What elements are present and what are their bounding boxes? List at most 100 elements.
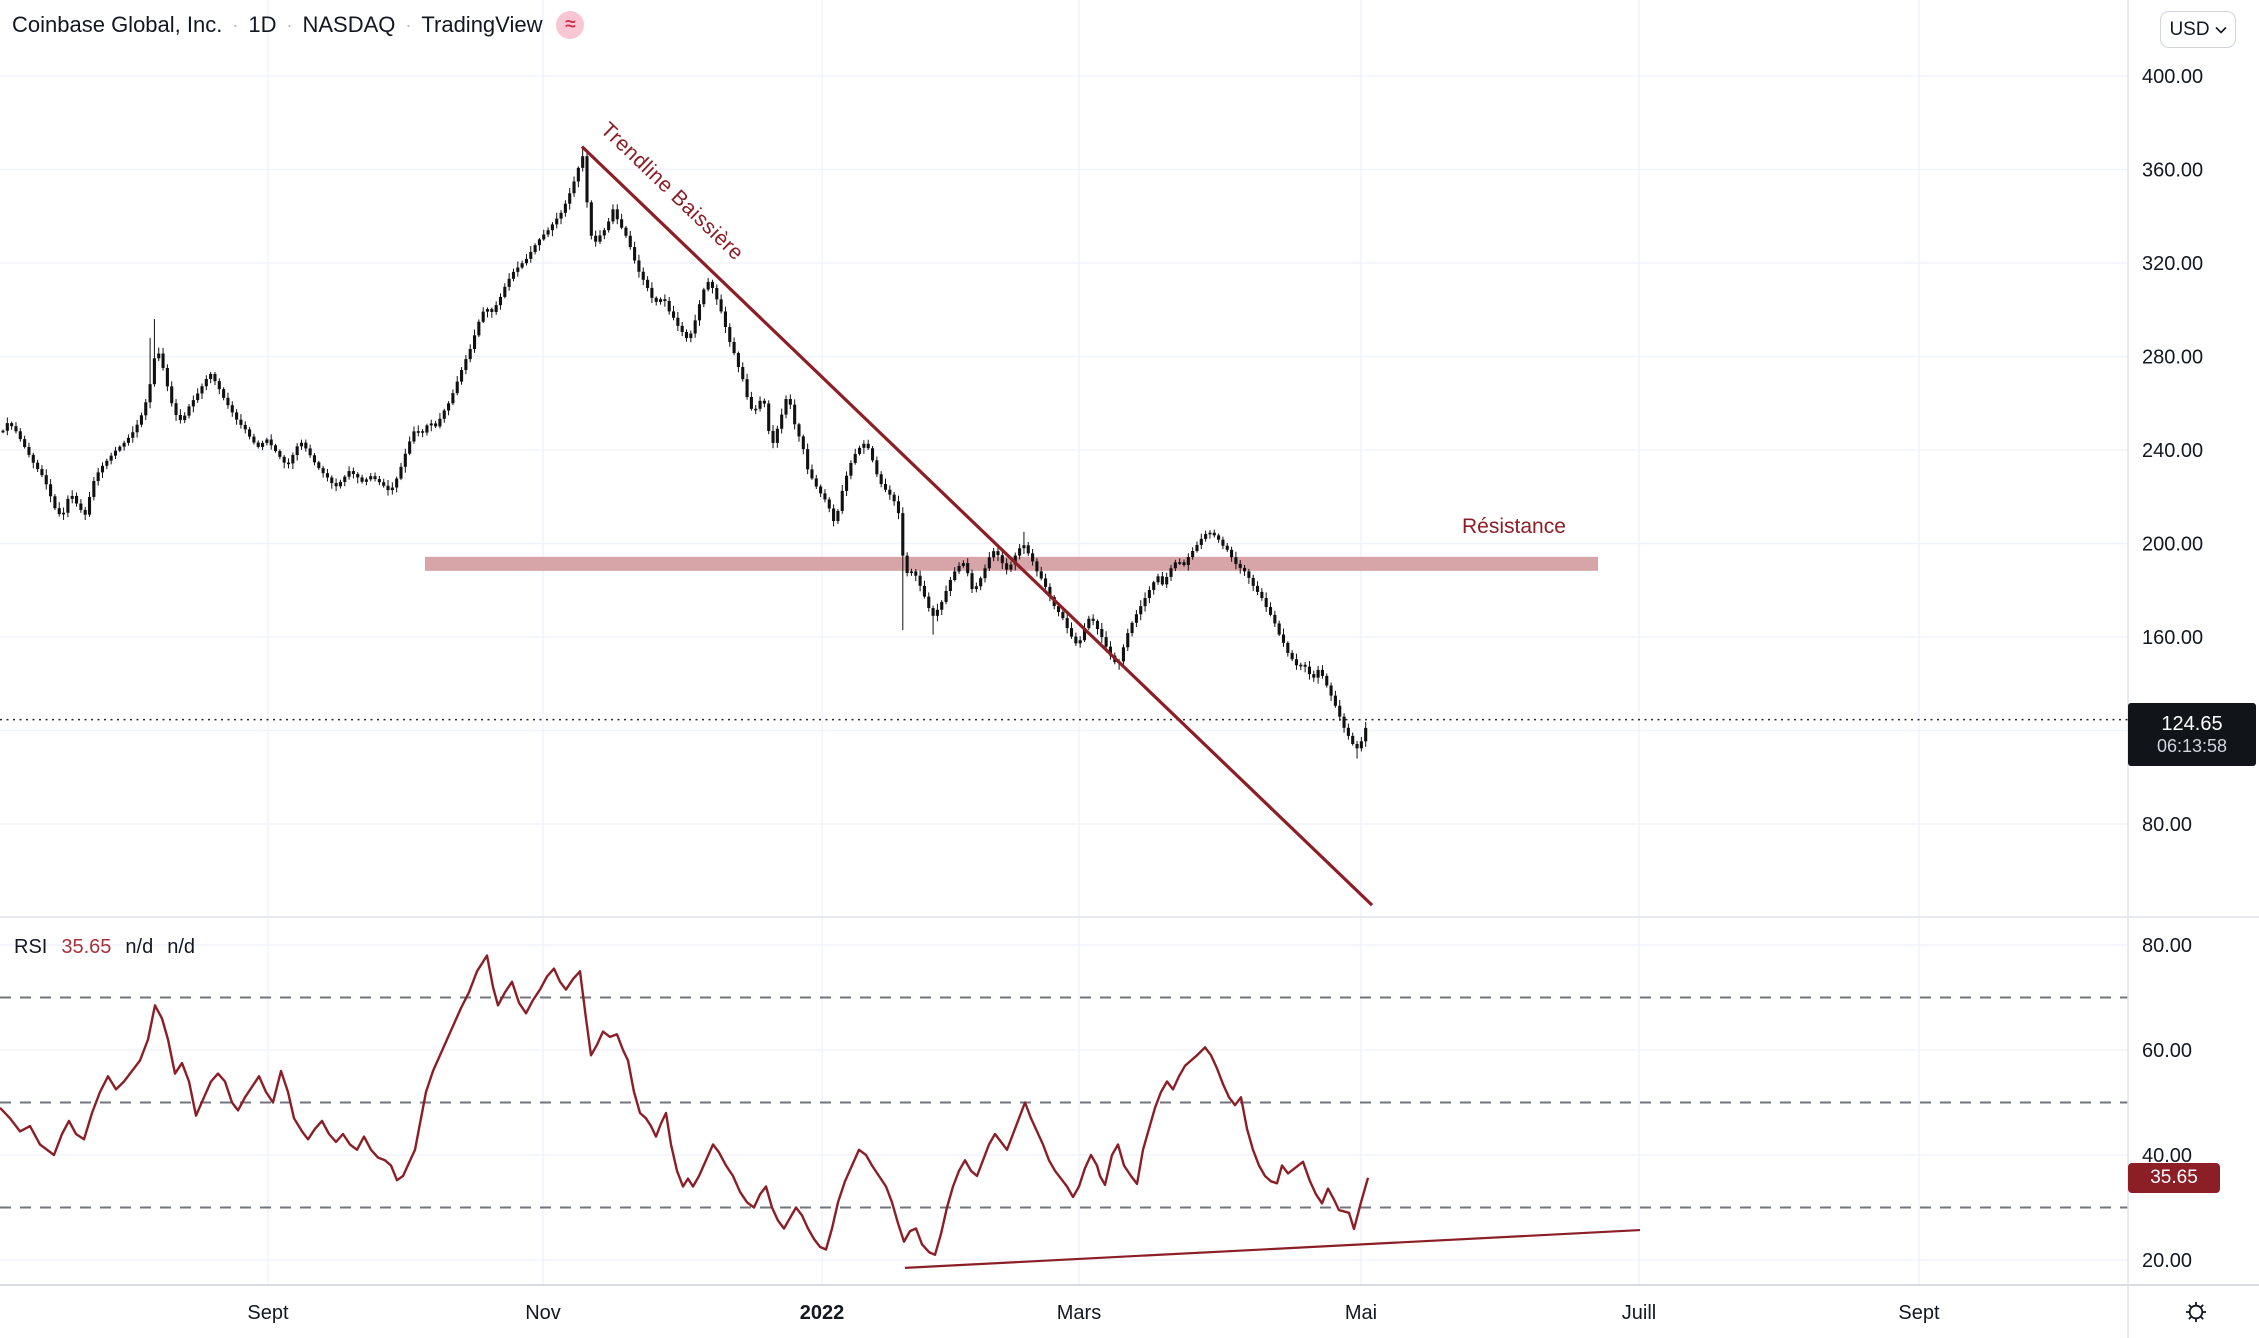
candle-body: [728, 327, 732, 342]
candle-body: [849, 462, 853, 476]
candle-body: [498, 296, 503, 306]
candle-body: [472, 335, 477, 350]
candle-body: [308, 448, 312, 456]
candle-body: [1338, 705, 1342, 717]
candle-body: [836, 510, 840, 522]
candle-body: [1173, 562, 1177, 569]
candle-body: [265, 439, 269, 443]
candle-body: [14, 426, 18, 432]
candle-body: [286, 462, 291, 465]
candle-body: [1320, 669, 1324, 676]
candle-body: [927, 596, 931, 609]
candle-body: [49, 484, 53, 497]
time-axis-settings-gear[interactable]: [2180, 1297, 2212, 1327]
candle-body: [1208, 532, 1212, 535]
candle-body: [983, 568, 987, 579]
candle-body: [1299, 664, 1303, 667]
candle-body: [92, 481, 96, 497]
resistance-label[interactable]: Résistance: [1462, 515, 1566, 538]
candle-body: [1359, 741, 1363, 749]
candle-body: [702, 289, 706, 305]
candle-body: [819, 486, 823, 494]
candle-body: [1307, 666, 1312, 675]
legend-separator: ·: [286, 14, 293, 35]
candle-body: [399, 466, 403, 479]
candle-body: [845, 475, 849, 491]
candle-body: [1061, 612, 1065, 619]
candle-body: [1303, 664, 1307, 667]
candle-body: [563, 203, 567, 213]
candle-body: [987, 557, 991, 569]
candle-body: [676, 317, 680, 326]
candle-body: [762, 400, 766, 404]
candle-body: [1342, 716, 1346, 728]
candle-body: [1039, 571, 1043, 579]
price-tick-label: 400.00: [2142, 66, 2203, 88]
candle-body: [343, 476, 347, 482]
candle-body: [83, 509, 87, 515]
candle-body: [447, 403, 451, 411]
candle-body: [347, 471, 351, 477]
candle-body: [650, 287, 654, 298]
candle-body: [620, 219, 624, 228]
candle-body: [165, 367, 169, 387]
candle-body: [183, 415, 187, 421]
candle-body: [248, 429, 252, 437]
candle-body: [961, 563, 965, 566]
candle-body: [974, 586, 978, 589]
candle-body: [170, 386, 174, 404]
candle-body: [494, 305, 498, 312]
candle-body: [914, 571, 918, 576]
candle-body: [1225, 545, 1229, 550]
interval-label[interactable]: 1D: [248, 12, 277, 37]
descending-trendline: [580, 145, 1374, 907]
candle-body: [992, 551, 996, 558]
candle-body: [1169, 568, 1173, 577]
candle-body: [550, 224, 554, 231]
candle-body: [814, 478, 818, 487]
candle-body: [719, 299, 723, 312]
candle-body: [788, 399, 792, 405]
candle-body: [209, 373, 213, 380]
candle-body: [957, 565, 961, 572]
time-axis[interactable]: [0, 1285, 2259, 1338]
candle-body: [295, 446, 299, 455]
candle-body: [44, 475, 48, 485]
rsi-tick-label: 40.00: [2142, 1145, 2192, 1167]
candle-body: [741, 367, 745, 380]
candle-body: [1191, 551, 1195, 558]
candle-body: [1312, 674, 1316, 678]
candle-body: [213, 373, 217, 382]
candle-body: [1355, 743, 1359, 749]
candle-body: [304, 442, 308, 449]
currency-button[interactable]: USD: [2160, 11, 2236, 48]
last-price-value: 124.65: [2161, 712, 2223, 735]
candle-body: [87, 496, 92, 515]
candle-body: [1005, 563, 1009, 570]
exchange-label: NASDAQ: [302, 12, 396, 37]
candle-body: [693, 320, 697, 334]
candle-body: [53, 496, 57, 509]
candle-body: [594, 235, 598, 242]
candle-body: [1095, 620, 1100, 630]
candle-body: [351, 471, 355, 474]
candle-body: [901, 513, 905, 556]
candle-body: [944, 590, 948, 602]
last-price-badge: 124.65 06:13:58: [2128, 703, 2256, 766]
candle-body: [239, 419, 243, 425]
candle-body: [464, 359, 468, 371]
candle-body: [1, 430, 5, 433]
symbol-name[interactable]: Coinbase Global, Inc.: [12, 12, 223, 37]
candle-body: [684, 331, 689, 339]
price-tick-label: 240.00: [2142, 440, 2203, 462]
candle-body: [507, 278, 511, 287]
candle-body: [810, 469, 814, 479]
candle-body: [905, 555, 909, 573]
candle-body: [853, 453, 857, 463]
rsi-label[interactable]: RSI: [14, 936, 48, 958]
price-axis[interactable]: [2128, 0, 2259, 1285]
candle-body: [161, 353, 165, 368]
candle-body: [832, 508, 836, 522]
legend-separator: ·: [232, 14, 239, 35]
